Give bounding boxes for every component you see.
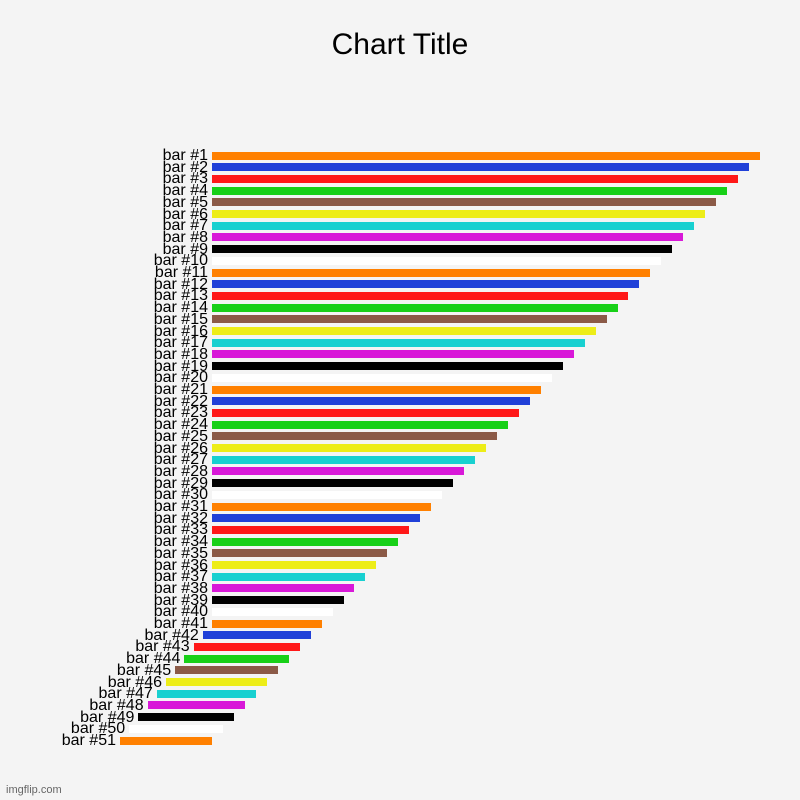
bar-row: bar #46 <box>60 677 760 689</box>
bar-rect <box>212 327 596 335</box>
bar-rect <box>212 584 354 592</box>
bar-rect <box>120 737 212 745</box>
bar-rect <box>157 690 256 698</box>
bar-rect <box>212 421 508 429</box>
bar-rect <box>212 339 585 347</box>
bar-rect <box>166 678 267 686</box>
bar-rect <box>212 409 519 417</box>
bar-rect <box>212 304 618 312</box>
plot-area: bar #1bar #2bar #3bar #4bar #5bar #6bar … <box>60 150 760 750</box>
bar-rect <box>212 467 464 475</box>
bar-rect <box>194 643 300 651</box>
bar-rect <box>212 175 738 183</box>
bar-rect <box>212 280 639 288</box>
bar-row: bar #51 <box>60 735 760 747</box>
bar-rect <box>212 514 420 522</box>
bar-rect <box>212 386 541 394</box>
bar-rect <box>212 573 365 581</box>
bar-rect <box>212 549 387 557</box>
bar-rect <box>212 163 749 171</box>
chart-container: Chart Title bar #1bar #2bar #3bar #4bar … <box>0 0 800 800</box>
watermark: imgflip.com <box>6 784 62 796</box>
bar-rect <box>212 187 727 195</box>
bar-rect <box>212 503 431 511</box>
bar-rect <box>129 725 223 733</box>
bar-rect <box>212 198 716 206</box>
bar-rect <box>212 526 409 534</box>
bar-rect <box>212 491 442 499</box>
bar-rect <box>212 444 486 452</box>
bar-row: bar #47 <box>60 688 760 700</box>
bar-row: bar #50 <box>60 723 760 735</box>
bar-row: bar #49 <box>60 712 760 724</box>
bar-rect <box>212 561 376 569</box>
bar-rect <box>212 257 661 265</box>
bar-rect <box>212 362 563 370</box>
bar-rect <box>212 222 694 230</box>
bar-rect <box>148 701 245 709</box>
bar-rect <box>212 479 453 487</box>
bar-label: bar #51 <box>60 735 116 747</box>
bar-row: bar #45 <box>60 665 760 677</box>
chart-title: Chart Title <box>0 28 800 62</box>
bar-rect <box>212 397 530 405</box>
bar-rect <box>212 152 760 160</box>
bar-rect <box>203 631 311 639</box>
bar-rect <box>184 655 288 663</box>
bar-rect <box>212 350 574 358</box>
bar-rect <box>212 374 552 382</box>
bar-rect <box>175 666 278 674</box>
bar-rect <box>212 269 650 277</box>
bar-rect <box>212 210 705 218</box>
bar-rect <box>212 432 497 440</box>
bar-rect <box>138 713 234 721</box>
bar-row: bar #48 <box>60 700 760 712</box>
bar-rect <box>212 292 628 300</box>
bar-rect <box>212 538 398 546</box>
bar-rect <box>212 596 344 604</box>
bar-rect <box>212 245 672 253</box>
bar-rect <box>212 620 322 628</box>
bar-rect <box>212 315 607 323</box>
bar-rect <box>212 456 475 464</box>
bar-rect <box>212 608 333 616</box>
bar-rect <box>212 233 683 241</box>
